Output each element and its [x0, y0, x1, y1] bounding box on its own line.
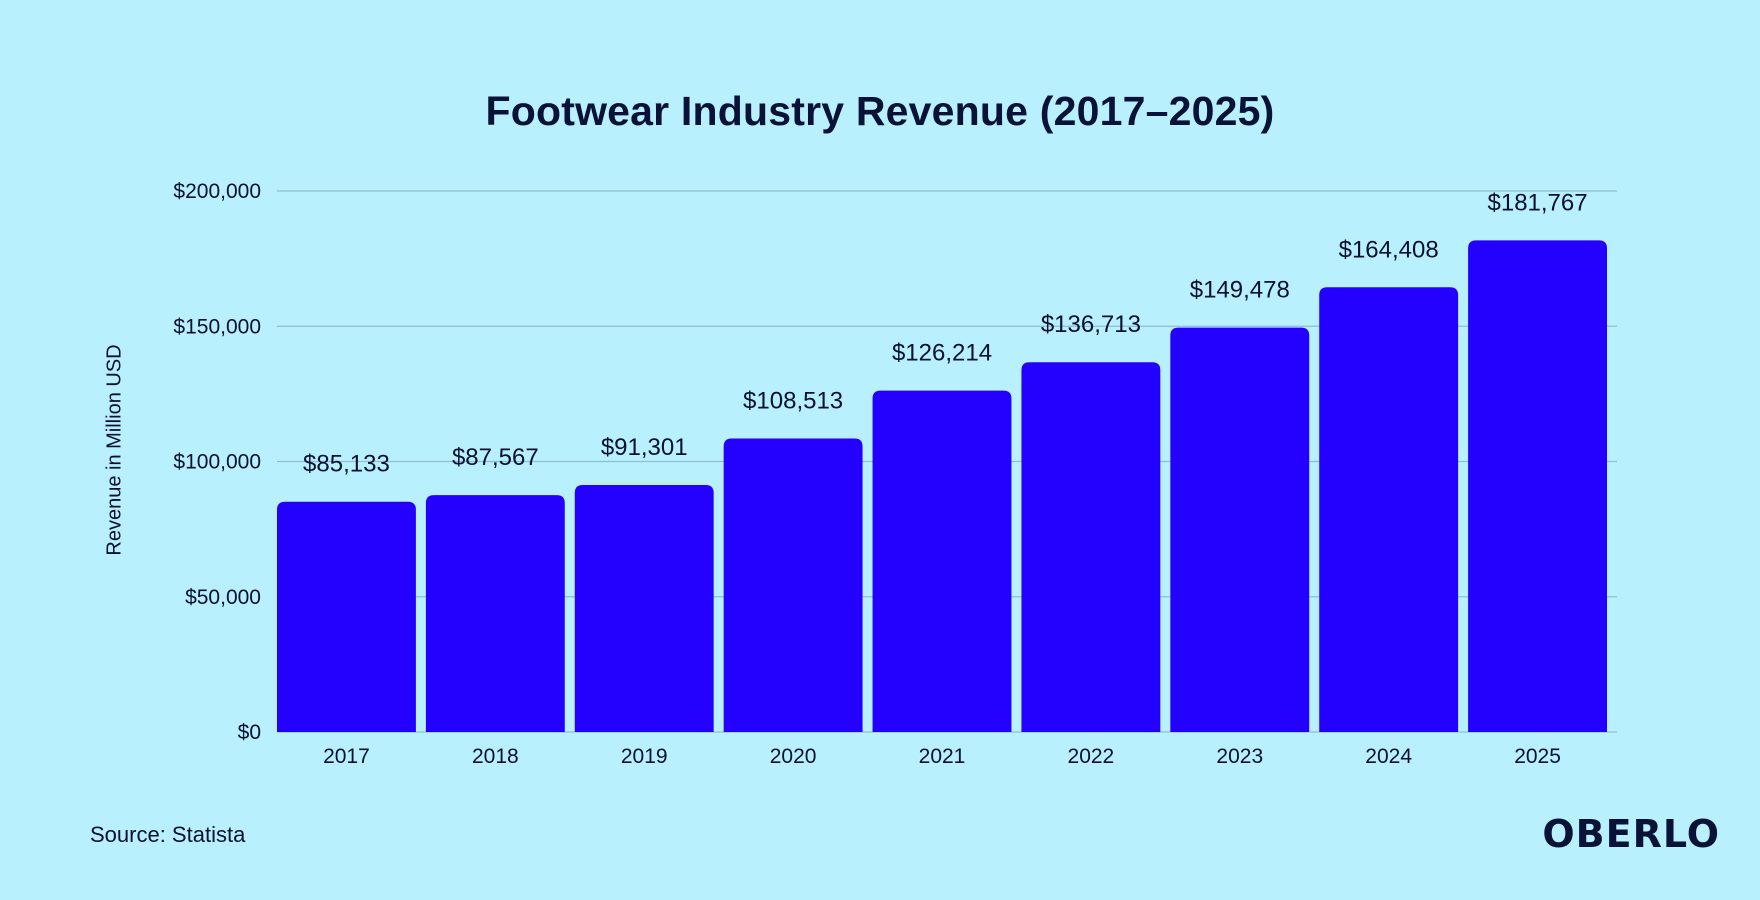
data-label: $136,713: [1041, 311, 1141, 338]
bar-2024: [1319, 287, 1459, 732]
x-tick-label: 2025: [1514, 745, 1561, 768]
y-tick-label: $200,000: [173, 180, 261, 203]
data-label: $85,133: [303, 451, 390, 478]
data-label: $87,567: [452, 444, 539, 471]
data-label: $108,513: [743, 387, 843, 414]
y-tick-label: $150,000: [173, 315, 261, 338]
data-labels: $85,133 $87,567 $91,301 $108,513 $126,214 $13…: [303, 189, 1588, 477]
bars: [277, 240, 1607, 733]
bar-2019: [574, 485, 714, 732]
data-label: $126,214: [892, 340, 992, 367]
bar-2025: [1468, 240, 1607, 733]
x-tick-label: 2023: [1216, 745, 1263, 768]
x-tick-label: 2017: [323, 745, 370, 768]
x-tick-label: 2018: [472, 745, 519, 768]
x-axis-ticks: 2017 2018 2019 2020 2021 2022 2023 2024 2025: [323, 745, 1561, 768]
y-axis-label: Revenue in Million USD: [103, 344, 126, 556]
data-label: $181,767: [1488, 189, 1588, 216]
bar-2017: [277, 501, 416, 732]
data-label: $164,408: [1339, 236, 1439, 263]
x-tick-label: 2022: [1068, 745, 1115, 768]
data-label: $91,301: [601, 434, 688, 461]
source-note: Source: Statista: [90, 822, 246, 847]
chart-title: Footwear Industry Revenue (2017–2025): [485, 88, 1275, 134]
oberlo-logo: OBERLO: [1542, 812, 1720, 856]
bar-2023: [1170, 327, 1310, 732]
bar-2020: [723, 438, 863, 732]
bar-2018: [425, 495, 565, 732]
bar-2022: [1021, 362, 1161, 732]
y-axis-ticks: $0 $50,000 $100,000 $150,000 $200,000: [173, 180, 261, 744]
x-tick-label: 2021: [919, 745, 966, 768]
data-label: $149,478: [1190, 277, 1290, 304]
x-tick-label: 2019: [621, 745, 668, 768]
x-tick-label: 2020: [770, 745, 817, 768]
bar-2021: [872, 390, 1012, 732]
y-tick-label: $50,000: [185, 586, 261, 609]
y-tick-label: $100,000: [173, 451, 261, 474]
x-tick-label: 2024: [1365, 745, 1412, 768]
y-tick-label: $0: [238, 721, 261, 744]
